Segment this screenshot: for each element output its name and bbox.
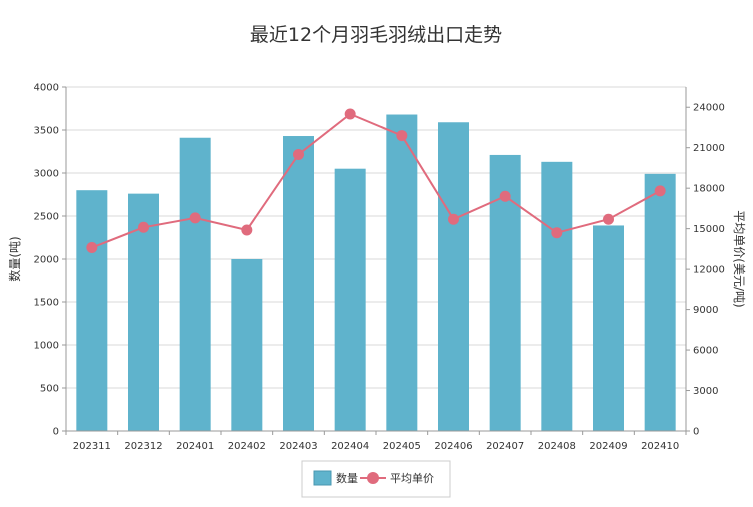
axes: 0 500 1000 1500 2000 2500 3000 3500 4000 0 3000 600… <box>34 83 725 453</box>
right-tick-label: 9000 <box>693 305 718 316</box>
x-tick-label: 202404 <box>331 441 369 452</box>
right-tick-label: 3000 <box>693 386 718 397</box>
point-202402[interactable] <box>241 224 253 236</box>
left-tick-label: 3000 <box>34 169 59 180</box>
point-202410[interactable] <box>654 185 666 197</box>
right-tick-label: 15000 <box>693 224 725 235</box>
left-tick-label: 1000 <box>34 341 59 352</box>
left-tick-label: 2500 <box>34 212 59 223</box>
right-tick-label: 21000 <box>693 143 725 154</box>
left-axis-title: 数量(吨) <box>7 236 22 281</box>
bar-202410[interactable] <box>644 173 676 432</box>
point-202407[interactable] <box>499 190 511 202</box>
x-tick-label: 202405 <box>383 441 421 452</box>
left-tick-label: 1500 <box>34 298 59 309</box>
legend: 数量 平均单价 <box>301 460 451 498</box>
x-tick-label: 202406 <box>434 441 472 452</box>
bar-202405[interactable] <box>386 114 418 432</box>
bar-202406[interactable] <box>438 122 469 431</box>
x-tick-label: 202402 <box>228 441 266 452</box>
point-202403[interactable] <box>293 148 304 160</box>
left-tick-label: 3500 <box>34 126 59 137</box>
point-202404[interactable] <box>344 108 356 120</box>
x-tick-label: 202312 <box>124 441 162 452</box>
bar-202403[interactable] <box>283 136 314 431</box>
left-tick-label: 500 <box>40 384 59 395</box>
gridlines <box>66 86 686 389</box>
legend-label-quantity[interactable]: 数量 <box>336 472 358 485</box>
x-tick-label: 202311 <box>73 441 111 452</box>
bar-202401[interactable] <box>179 137 211 432</box>
left-tick-label: 4000 <box>34 83 59 94</box>
chart-title: 最近12个月羽毛羽绒出口走势 <box>250 24 502 46</box>
legend-marker-avg-price[interactable] <box>367 472 379 484</box>
x-tick-label: 202401 <box>176 441 214 452</box>
point-202409[interactable] <box>603 213 614 225</box>
x-tick-label: 202409 <box>589 441 627 452</box>
bar-202409[interactable] <box>593 225 624 431</box>
point-202408[interactable] <box>551 227 563 239</box>
point-202401[interactable] <box>189 212 201 224</box>
x-tick-label: 202410 <box>641 441 679 452</box>
x-tick-label: 202407 <box>486 441 524 452</box>
bar-202311[interactable] <box>76 190 108 431</box>
left-tick-label: 2000 <box>34 255 59 266</box>
bar-202404[interactable] <box>334 168 366 431</box>
x-tick-label: 202408 <box>538 441 576 452</box>
point-202312[interactable] <box>138 221 149 233</box>
right-tick-label: 24000 <box>693 103 725 114</box>
right-tick-label: 0 <box>693 427 699 438</box>
x-tick-label: 202403 <box>279 441 317 452</box>
point-202311[interactable] <box>86 242 98 254</box>
right-tick-label: 18000 <box>693 184 725 195</box>
bar-202408[interactable] <box>541 161 573 431</box>
right-tick-label: 12000 <box>693 265 725 276</box>
line-series-avg-price <box>86 108 666 254</box>
bar-202402[interactable] <box>231 259 263 431</box>
point-202405[interactable] <box>396 130 408 142</box>
point-202406[interactable] <box>448 213 459 225</box>
legend-swatch-quantity[interactable] <box>313 470 332 486</box>
right-tick-label: 6000 <box>693 346 718 357</box>
right-axis-title: 平均单价(美元/吨) <box>732 210 746 307</box>
avg-price-line <box>91 112 661 249</box>
bar-202312[interactable] <box>128 193 159 431</box>
legend-label-avg-price[interactable]: 平均单价 <box>390 472 434 485</box>
bar-series-quantity <box>76 114 676 432</box>
left-tick-label: 0 <box>53 427 59 438</box>
